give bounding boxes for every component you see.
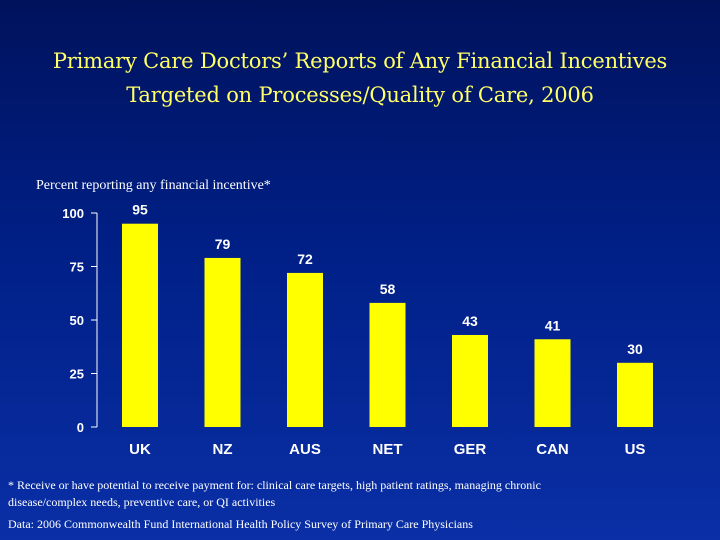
data-label-uk: 95	[132, 202, 148, 218]
y-tick-label: 50	[70, 313, 84, 328]
data-label-us: 30	[627, 341, 643, 357]
data-label-net: 58	[380, 281, 396, 297]
x-tick-label-uk: UK	[129, 441, 151, 458]
data-label-ger: 43	[462, 313, 478, 329]
bar-net	[369, 302, 406, 427]
x-tick-label-us: US	[625, 441, 646, 458]
data-source: Data: 2006 Commonwealth Fund Internation…	[8, 517, 473, 531]
bar-can	[534, 339, 571, 427]
y-tick-label: 25	[70, 367, 84, 382]
bar-us	[617, 362, 653, 427]
y-tick-label: 75	[70, 260, 84, 275]
bar-nz	[204, 257, 241, 427]
bar-ger	[452, 334, 488, 427]
chart-title-line-1: Primary Care Doctors’ Reports of Any Fin…	[52, 49, 668, 73]
y-tick-label: 0	[77, 420, 84, 435]
x-tick-label-net: NET	[373, 441, 403, 458]
data-label-can: 41	[545, 317, 561, 333]
x-tick-label-aus: AUS	[289, 441, 321, 458]
bar-chart: 0 25 50 75 100 95 UK 79 NZ 72 AUS 58 NET 43 GER 41 CAN 30…	[62, 202, 653, 458]
y-tick-label: 100	[62, 206, 84, 221]
data-label-nz: 79	[215, 236, 231, 252]
chart-title-line-2: Targeted on Processes/Quality of Care, 2…	[126, 83, 594, 107]
footnote: * Receive or have potential to receive p…	[8, 478, 541, 509]
x-tick-label-ger: GER	[454, 441, 487, 458]
x-tick-label-nz: NZ	[213, 441, 233, 458]
bar-aus	[287, 272, 323, 427]
y-axis-label: Percent reporting any financial incentiv…	[36, 178, 271, 193]
chart-title: Primary Care Doctors’ Reports of Any Fin…	[0, 44, 720, 112]
x-tick-label-can: CAN	[536, 441, 569, 458]
bar-uk	[122, 223, 158, 427]
data-label-aus: 72	[297, 251, 313, 267]
